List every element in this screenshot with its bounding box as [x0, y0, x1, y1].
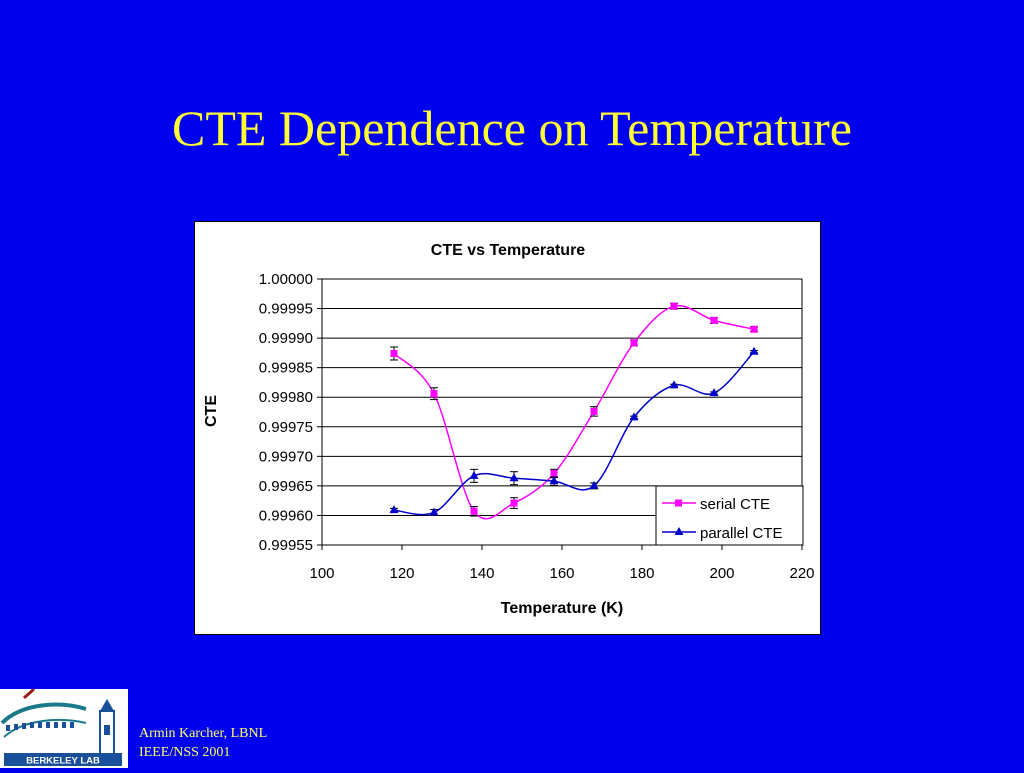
data-point-serial — [430, 390, 438, 398]
series-group — [389, 302, 759, 520]
legend-label-parallel: parallel CTE — [700, 525, 783, 542]
series-line-parallel — [393, 351, 755, 516]
data-point-parallel — [389, 505, 399, 514]
x-tick-label: 100 — [309, 565, 334, 582]
x-tick-label: 180 — [629, 565, 654, 582]
data-point-parallel — [629, 412, 639, 421]
chart-title: CTE vs Temperature — [431, 242, 586, 259]
data-point-parallel — [749, 346, 759, 355]
y-tick-label: 0.99970 — [259, 448, 313, 465]
footer: Armin Karcher, LBNL IEEE/NSS 2001 — [139, 724, 267, 762]
data-point-parallel — [509, 473, 519, 482]
data-point-serial — [390, 349, 398, 357]
data-point-parallel — [469, 470, 479, 479]
x-tick-label: 160 — [549, 565, 574, 582]
axis-ticks: 0.99955 0.99960 0.99965 0.99970 0.99975 0.999… — [259, 271, 815, 582]
data-point-serial — [670, 302, 678, 310]
x-tick-label: 120 — [389, 565, 414, 582]
y-tick-label: 0.99960 — [259, 507, 313, 524]
legend-square-marker — [675, 499, 682, 507]
y-tick-label: 1.00000 — [259, 271, 313, 288]
series-line-serial — [393, 304, 755, 520]
footer-author: Armin Karcher, LBNL — [139, 726, 268, 741]
footer-conference: IEEE/NSS 2001 — [139, 745, 231, 760]
data-point-serial — [710, 316, 718, 324]
data-point-parallel — [589, 480, 599, 489]
y-tick-label: 0.99980 — [259, 389, 313, 406]
legend: serial CTE parallel CTE — [655, 485, 804, 546]
y-axis-label: CTE — [203, 395, 220, 427]
data-point-serial — [470, 507, 478, 515]
data-point-serial — [590, 407, 598, 415]
data-point-serial — [750, 325, 758, 333]
data-point-serial — [550, 469, 558, 477]
chart: CTE vs Temperature 0.99955 0.99960 0.99965… — [203, 242, 815, 617]
x-axis-label: Temperature (K) — [501, 600, 623, 617]
logo-text: BERKELEY LAB — [26, 756, 100, 767]
data-point-parallel — [669, 380, 679, 389]
y-tick-label: 0.99985 — [259, 360, 313, 377]
y-tick-label: 0.99995 — [259, 301, 313, 318]
legend-label-serial: serial CTE — [700, 496, 770, 513]
data-point-parallel — [549, 476, 559, 485]
legend-frame — [655, 485, 804, 546]
chart-area: CTE vs Temperature 0.99955 0.99960 0.99965… — [194, 221, 821, 635]
berkeley-lab-logo: BERKELEY LAB — [0, 687, 128, 768]
y-tick-label: 0.99955 — [259, 537, 313, 554]
x-tick-label: 220 — [789, 565, 814, 582]
data-point-serial — [630, 339, 638, 347]
legend-triangle-marker — [674, 527, 684, 535]
y-tick-label: 0.99975 — [259, 419, 313, 436]
x-tick-label: 200 — [709, 565, 734, 582]
data-point-parallel — [429, 507, 439, 516]
data-point-parallel — [709, 388, 719, 397]
data-point-serial — [510, 499, 518, 507]
y-tick-label: 0.99990 — [259, 330, 313, 347]
y-tick-label: 0.99965 — [259, 478, 313, 495]
slide-title: CTE Dependence on Temperature — [171, 100, 852, 156]
x-tick-label: 140 — [469, 565, 494, 582]
